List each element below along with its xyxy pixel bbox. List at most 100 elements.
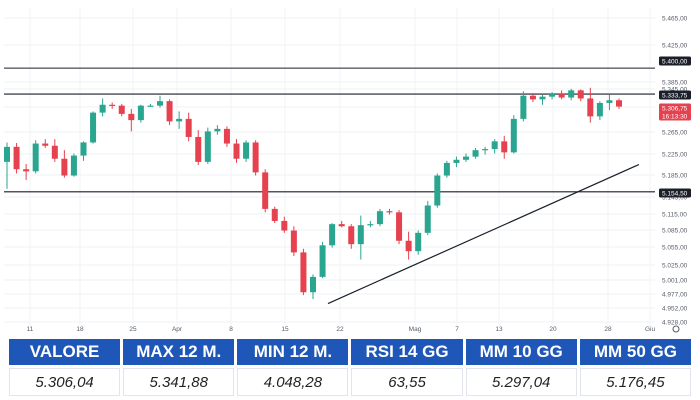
candle: [520, 91, 527, 122]
header-mm-50gg: MM 50 GG: [579, 339, 691, 365]
candle-body: [329, 224, 336, 246]
candle-body: [281, 220, 288, 231]
x-tick-label: 25: [129, 326, 137, 333]
y-tick-label: 5.145,00: [662, 195, 688, 202]
price-badge-label: 5.400,00: [662, 58, 688, 65]
settings-gear-icon[interactable]: [672, 325, 680, 333]
candle: [195, 130, 202, 166]
candle-body: [501, 141, 508, 153]
candle: [376, 208, 383, 227]
candle: [223, 126, 230, 147]
price-badge-bg: [659, 90, 691, 100]
candlestick-chart-svg[interactable]: 5.465,005.425,005.385,005.345,005.305,00…: [0, 0, 700, 335]
candle-body: [424, 205, 431, 233]
candle-body: [4, 146, 10, 162]
candle-body: [176, 118, 183, 122]
value-min-12m: 4.048,28: [237, 368, 349, 396]
y-tick-label: 5.115,00: [662, 212, 687, 219]
price-badge: 5.333,75: [659, 90, 691, 100]
x-tick-label: 11: [27, 326, 34, 333]
candle: [424, 200, 431, 236]
y-tick-label: 5.185,00: [662, 173, 688, 180]
candle-body: [415, 232, 422, 252]
candle: [510, 115, 517, 154]
candle: [405, 231, 412, 260]
candle: [300, 248, 307, 296]
candle: [243, 140, 250, 162]
y-tick-label: 4.977,00: [662, 292, 688, 299]
candle-body: [472, 150, 479, 157]
header-max-12m: MAX 12 M.: [123, 339, 235, 365]
candle: [616, 98, 622, 109]
candle-body: [606, 100, 613, 103]
candle: [176, 111, 183, 129]
value-mm-10gg: 5.297,04: [465, 368, 577, 396]
candle-body: [118, 105, 125, 114]
candle: [606, 94, 613, 111]
value-mm-50gg: 5.176,45: [579, 368, 691, 396]
candle: [13, 143, 20, 174]
candle: [501, 135, 508, 159]
candle-body: [99, 104, 106, 113]
candle-body: [319, 245, 326, 277]
price-badge-bg: [659, 111, 691, 121]
price-chart[interactable]: 5.465,005.425,005.385,005.345,005.305,00…: [0, 0, 700, 335]
candle-body: [482, 149, 489, 151]
price-badge-label: 5.306,75: [662, 105, 688, 112]
candle: [549, 92, 556, 100]
candle-body: [357, 225, 364, 245]
candle: [166, 99, 173, 126]
candle-body: [32, 143, 39, 172]
candle: [61, 150, 68, 178]
candle: [472, 147, 479, 159]
candle-body: [558, 93, 565, 98]
y-tick-label: 5.025,00: [662, 263, 688, 270]
candle-body: [405, 240, 412, 252]
candles: [4, 87, 622, 300]
price-badge: 5.154,50: [659, 188, 691, 198]
candle: [443, 160, 450, 178]
trendline: [327, 163, 640, 305]
candle-body: [338, 224, 345, 227]
candle: [214, 125, 221, 135]
price-badge: 5.400,00: [659, 56, 691, 66]
candle-body: [185, 118, 192, 137]
price-badge-bg: [659, 103, 691, 113]
value-rsi-14gg: 63,55: [351, 368, 463, 396]
horizontal-levels: [4, 67, 655, 193]
trendline-layer: [327, 163, 640, 305]
candle-body: [616, 100, 622, 107]
x-tick-label: 20: [549, 326, 557, 333]
candle-body: [128, 113, 135, 121]
candle: [396, 210, 403, 245]
candle: [204, 127, 211, 164]
y-tick-label: 5.425,00: [662, 43, 688, 50]
candle: [329, 223, 336, 248]
candle-body: [577, 90, 584, 99]
candle-body: [510, 118, 517, 153]
candle-body: [549, 93, 556, 97]
candle: [386, 208, 393, 215]
price-badge-label: 5.333,75: [662, 92, 688, 99]
x-tick-label: 8: [229, 326, 233, 333]
candle-body: [348, 226, 355, 245]
candle-body: [520, 95, 527, 119]
candle: [281, 216, 288, 233]
candle: [157, 95, 163, 108]
candle: [80, 141, 87, 161]
candle-body: [80, 142, 87, 156]
candle-body: [367, 224, 374, 226]
candle-body: [195, 136, 202, 162]
x-tick-label: 15: [281, 326, 289, 333]
candle-body: [443, 162, 450, 176]
y-axis: 5.465,005.425,005.385,005.345,005.305,00…: [662, 16, 688, 327]
header-mm-10gg: MM 10 GG: [465, 339, 577, 365]
y-tick-label: 5.085,00: [662, 228, 688, 235]
y-tick-label: 4.928,00: [662, 320, 688, 327]
x-tick-label: 22: [336, 326, 344, 333]
value-valore: 5.306,04: [9, 368, 121, 396]
candle: [70, 153, 77, 177]
price-badge: 16:13:30: [659, 111, 691, 121]
candle-body: [137, 105, 144, 121]
